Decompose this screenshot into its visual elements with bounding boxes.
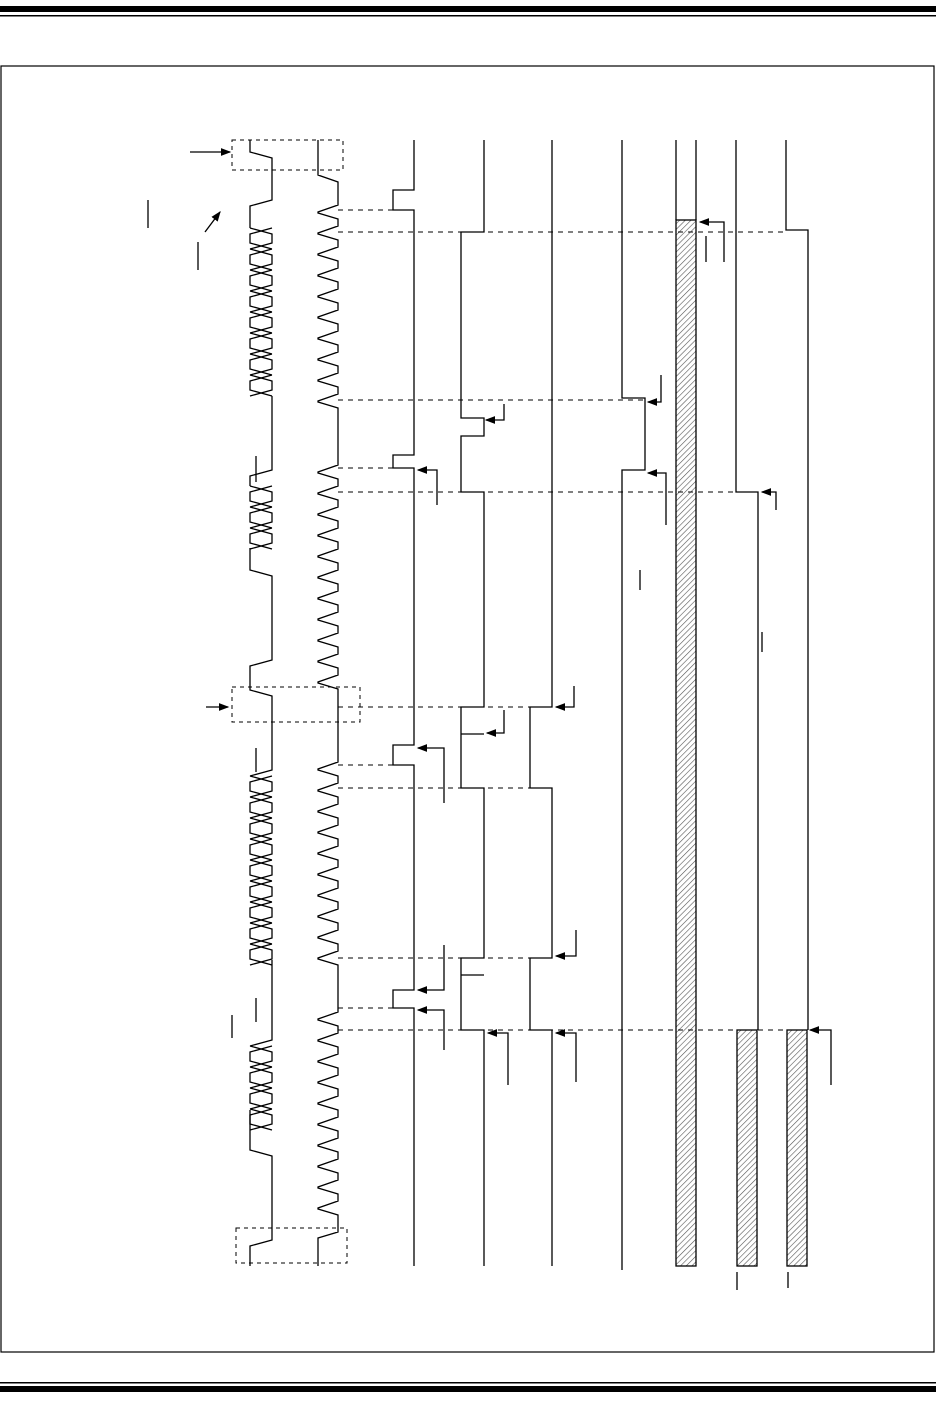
signal-1-trace <box>392 140 415 1266</box>
data-bus-cell <box>249 290 273 313</box>
data-bus-waveform <box>249 548 273 777</box>
highlight-box <box>235 1227 348 1264</box>
arrow-icon <box>646 375 662 406</box>
signal-3-trace <box>529 140 553 1266</box>
data-bus-cell <box>249 775 273 798</box>
data-bus-cell <box>249 374 273 397</box>
arrow-icon <box>554 1029 577 1082</box>
data-bus-cell <box>249 1108 273 1131</box>
data-bus-cell <box>249 943 273 966</box>
page-footer-rule-thick <box>0 1386 936 1392</box>
data-bus-cell <box>249 880 273 903</box>
data-bus-cell <box>249 838 273 861</box>
data-bus-cell <box>249 248 273 271</box>
arrow-icon <box>416 945 445 994</box>
highlight-box <box>231 686 361 723</box>
page-header-rule-thick <box>0 6 936 12</box>
signal-7-undefined-region <box>786 1029 808 1267</box>
data-bus-cell <box>249 1045 273 1068</box>
signal-5-undefined-region <box>675 219 697 1267</box>
arrow-icon <box>485 710 505 737</box>
signal-2-trace <box>460 140 485 1266</box>
clock-waveform <box>317 140 339 1266</box>
signal-7-trace <box>785 140 809 1030</box>
figure-frame <box>0 65 935 1353</box>
page-footer-rule-thin <box>0 1382 936 1384</box>
arrow-icon <box>554 930 577 960</box>
arrow-icon <box>486 1029 509 1085</box>
data-bus-cell <box>249 353 273 376</box>
arrow-icon <box>760 488 777 510</box>
highlight-box <box>231 139 344 171</box>
data-bus-cell <box>249 796 273 819</box>
data-bus-cell <box>249 817 273 840</box>
data-bus-cell <box>249 332 273 355</box>
data-bus-waveform <box>249 140 273 228</box>
data-bus-cell <box>249 227 273 250</box>
data-bus-waveform <box>249 396 273 486</box>
arrow-icon <box>554 686 575 711</box>
signal-4-trace <box>621 140 646 1270</box>
data-bus-cell <box>249 269 273 292</box>
data-bus-cell <box>249 311 273 334</box>
signal-6-undefined-region <box>736 1029 758 1267</box>
data-bus-cell <box>249 922 273 945</box>
page-header-rule-thin <box>0 15 936 17</box>
data-bus-cell <box>249 485 273 508</box>
arrow-icon <box>698 218 725 262</box>
data-bus-waveform <box>249 960 273 1047</box>
data-bus-waveform <box>249 1110 273 1266</box>
arrow-icon <box>646 469 667 525</box>
arrow-icon <box>416 744 445 803</box>
data-bus-cell <box>249 1087 273 1110</box>
arrow-icon <box>484 404 505 424</box>
data-bus-cell <box>249 1066 273 1089</box>
data-bus-cell <box>249 506 273 529</box>
arrow-icon <box>416 466 438 505</box>
data-bus-cell <box>249 901 273 924</box>
arrow-icon <box>808 1026 832 1085</box>
data-bus-cell <box>249 859 273 882</box>
arrow-icon <box>416 1006 445 1050</box>
signal-6-trace <box>735 140 759 1030</box>
data-bus-cell <box>249 527 273 550</box>
arrow-icon <box>204 210 221 233</box>
